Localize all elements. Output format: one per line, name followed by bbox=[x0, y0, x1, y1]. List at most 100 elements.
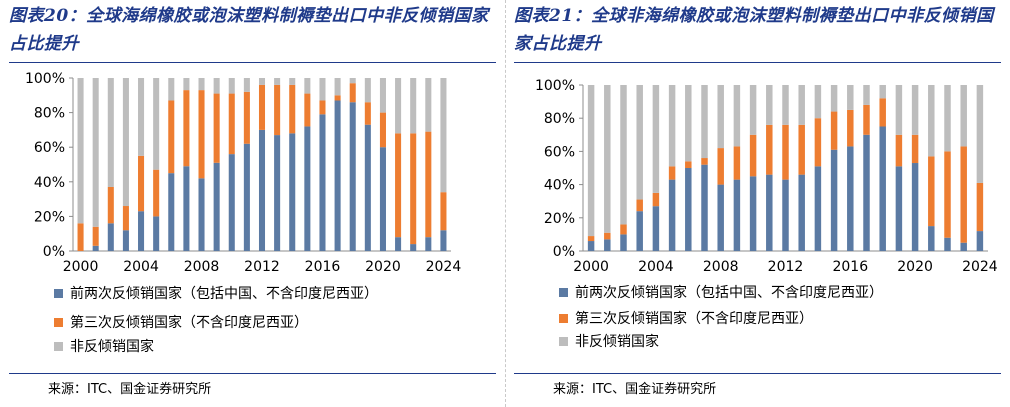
y-tick-label: 0% bbox=[43, 244, 65, 260]
y-tick-label: 20% bbox=[544, 211, 575, 227]
bar-segment bbox=[798, 124, 805, 175]
bar-segment bbox=[122, 230, 129, 251]
bar-segment bbox=[334, 95, 341, 101]
x-tick-label: 2012 bbox=[244, 259, 280, 274]
legend-swatch bbox=[559, 337, 568, 346]
x-tick-label: 2000 bbox=[573, 259, 609, 274]
chart-panel-left: 图表20：全球海绵橡胶或泡沫塑料制褥垫出口中非反倾销国家占比提升 0% 20% 40… bbox=[9, 6, 496, 397]
bar-segment bbox=[183, 78, 190, 91]
bar-segment bbox=[425, 131, 432, 238]
bar-segment bbox=[976, 85, 984, 183]
x-tick-label: 2020 bbox=[897, 259, 933, 274]
bar-segment bbox=[198, 178, 205, 251]
bar-segment bbox=[766, 85, 773, 125]
bar-segment bbox=[782, 124, 789, 180]
bar-segment bbox=[798, 85, 805, 125]
y-tick-label: 60% bbox=[34, 140, 65, 156]
bar-segment bbox=[766, 124, 773, 175]
chart-title: 图表21：全球非海绵橡胶或泡沫塑料制褥垫出口中非反倾销国家占比提升 bbox=[514, 6, 994, 54]
bar-segment bbox=[395, 133, 402, 238]
bar-segment bbox=[911, 85, 919, 135]
bar-segment bbox=[847, 85, 854, 110]
bar-segment bbox=[77, 223, 84, 251]
bar-segment bbox=[228, 154, 235, 251]
bar-segment bbox=[425, 237, 432, 251]
bar-segment bbox=[198, 78, 205, 91]
bar-segment bbox=[395, 78, 402, 134]
bar-segment bbox=[213, 78, 220, 94]
bar-segment bbox=[701, 158, 708, 165]
bar-segment bbox=[319, 100, 326, 115]
y-tick-label: 100% bbox=[25, 71, 65, 87]
bar-segment bbox=[701, 164, 708, 251]
bar-segment bbox=[814, 118, 822, 167]
bar-segment bbox=[228, 93, 235, 155]
legend-label: 前两次反倾销国家（包括中国、不含印度尼西亚） bbox=[575, 285, 883, 301]
bar-segment bbox=[944, 151, 951, 238]
bar-segment bbox=[138, 78, 145, 156]
bar-segment bbox=[604, 85, 611, 233]
bar-segment bbox=[668, 179, 676, 251]
bar-segment bbox=[349, 102, 356, 251]
bar-segment bbox=[620, 224, 627, 235]
bar-segment bbox=[440, 230, 447, 251]
x-tick-label: 2016 bbox=[832, 259, 868, 274]
bar-segment bbox=[928, 226, 935, 251]
bar-segment bbox=[153, 169, 160, 217]
bar-segment bbox=[944, 237, 951, 251]
bar-segment bbox=[319, 114, 326, 251]
y-tick-label: 100% bbox=[535, 78, 575, 94]
bar-segment bbox=[289, 78, 296, 85]
bar-segment bbox=[717, 184, 724, 251]
legend-label: 非反倾销国家 bbox=[575, 334, 659, 350]
bar-segment bbox=[183, 90, 190, 167]
bar-segment bbox=[334, 100, 341, 251]
bar-segment bbox=[847, 146, 854, 251]
bar-segment bbox=[652, 206, 660, 251]
bar-segment bbox=[685, 168, 692, 251]
bar-segment bbox=[733, 146, 741, 180]
bar-segment bbox=[636, 199, 643, 212]
y-tick-label: 80% bbox=[34, 106, 65, 122]
bar-segment bbox=[440, 78, 447, 193]
bar-segment bbox=[198, 90, 205, 179]
bar-segment bbox=[749, 85, 757, 135]
bar-segment bbox=[349, 78, 356, 84]
bar-segment bbox=[652, 192, 660, 207]
legend-label: 第三次反倾销国家（不含印度尼西亚） bbox=[70, 315, 308, 331]
bar-segment bbox=[168, 100, 175, 174]
bar-segment bbox=[168, 78, 175, 101]
bar-segment bbox=[782, 85, 789, 125]
bar-segment bbox=[620, 85, 627, 225]
bar-segment bbox=[92, 226, 99, 246]
bar-segment bbox=[976, 182, 984, 232]
bar-segment bbox=[685, 85, 692, 162]
chart-panel-right: 图表21：全球非海绵橡胶或泡沫塑料制褥垫出口中非反倾销国家占比提升 0% 20% 4… bbox=[505, 0, 1010, 407]
bar-segment bbox=[814, 166, 822, 251]
bar-segment bbox=[213, 162, 220, 251]
title-rule bbox=[9, 62, 496, 63]
bar-segment bbox=[879, 126, 886, 251]
bar-segment bbox=[228, 78, 235, 94]
legend-label: 第三次反倾销国家（不含印度尼西亚） bbox=[575, 311, 813, 327]
bar-segment bbox=[636, 211, 643, 251]
x-tick-label: 2020 bbox=[365, 259, 401, 274]
legend-swatch bbox=[54, 289, 63, 298]
bar-segment bbox=[830, 149, 838, 251]
title-rule bbox=[514, 62, 1001, 63]
bar-segment bbox=[928, 156, 935, 227]
bar-segment bbox=[213, 93, 220, 163]
y-tick-label: 40% bbox=[544, 178, 575, 194]
bar-segment bbox=[274, 84, 281, 136]
bar-segment bbox=[304, 93, 311, 127]
bar-segment bbox=[153, 216, 160, 251]
bar-segment bbox=[274, 78, 281, 85]
y-tick-label: 20% bbox=[34, 209, 65, 225]
bar-segment bbox=[168, 173, 175, 251]
bar-segment bbox=[243, 91, 250, 144]
bar-segment bbox=[92, 78, 99, 227]
bar-segment bbox=[258, 129, 266, 251]
bar-segment bbox=[107, 78, 114, 187]
bar-segment bbox=[668, 166, 676, 180]
bar-segment bbox=[258, 78, 266, 85]
